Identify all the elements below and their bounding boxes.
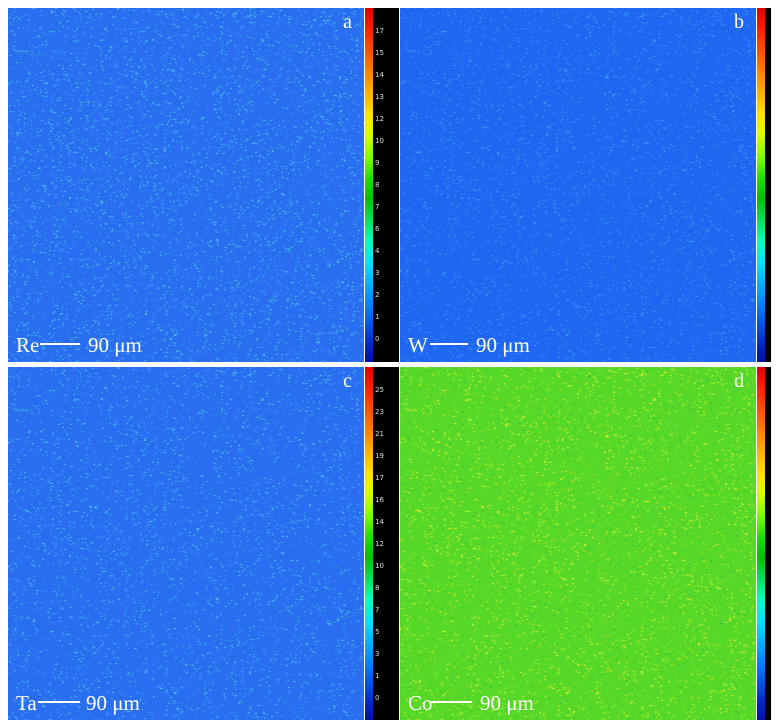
scale-tick: 4 <box>375 247 380 255</box>
map-panel-re: a Re 90 μm <box>8 8 364 362</box>
color-scale-ticks: 17 15 14 13 12 10 9 8 7 6 4 3 2 1 0 <box>375 8 399 362</box>
scale-label: 90 μm <box>480 691 534 715</box>
scale-bar <box>430 343 468 345</box>
scale-tick: 2 <box>375 291 380 299</box>
scale-tick: 12 <box>375 115 384 123</box>
scale-tick: 15 <box>375 49 384 57</box>
scale-bar <box>40 343 80 345</box>
re-map-image <box>8 8 364 362</box>
panel-letter: c <box>343 370 352 392</box>
scale-tick: 14 <box>375 518 384 526</box>
scale-tick: 16 <box>375 496 384 504</box>
color-scale-bar: 25 23 21 19 17 16 14 12 10 8 7 5 3 1 0 <box>365 367 399 720</box>
element-label: Co <box>408 691 433 715</box>
scale-tick: 14 <box>375 71 384 79</box>
scale-tick: 10 <box>375 137 384 145</box>
scale-tick: 8 <box>375 584 380 592</box>
co-map-image <box>400 367 756 720</box>
color-scale-stripe <box>365 8 373 362</box>
panel-letter: a <box>343 11 352 33</box>
panel-letter: b <box>734 11 744 33</box>
scale-tick: 3 <box>375 650 380 658</box>
scale-tick: 12 <box>375 540 384 548</box>
panel-letter: d <box>734 370 744 392</box>
scale-tick: 0 <box>375 694 380 702</box>
scale-tick: 7 <box>375 606 380 614</box>
scale-tick: 23 <box>375 408 384 416</box>
scale-tick: 19 <box>375 452 384 460</box>
scale-tick: 9 <box>375 159 380 167</box>
color-scale-bar: 17 15 14 13 12 10 9 8 7 6 4 3 2 1 0 <box>365 8 399 362</box>
w-map-image <box>400 8 756 362</box>
scale-bar <box>38 701 80 703</box>
scale-label: 90 μm <box>88 333 142 357</box>
color-scale-stripe <box>757 367 765 720</box>
scale-tick: 6 <box>375 225 380 233</box>
scale-tick: 25 <box>375 386 384 394</box>
scale-tick: 5 <box>375 628 380 636</box>
scale-tick: 3 <box>375 269 380 277</box>
map-panel-w: b W 90 μm <box>400 8 756 362</box>
scale-tick: 1 <box>375 313 380 321</box>
element-label: Re <box>16 333 40 357</box>
scale-tick: 0 <box>375 335 380 343</box>
color-scale-bar <box>757 367 771 720</box>
scale-tick: 17 <box>375 474 384 482</box>
scale-bar <box>430 701 472 703</box>
map-panel-co: d Co 90 μm <box>400 367 756 720</box>
scale-label: 90 μm <box>86 691 140 715</box>
element-label: W <box>408 333 428 357</box>
scale-tick: 7 <box>375 203 380 211</box>
scale-tick: 17 <box>375 27 384 35</box>
scale-tick: 8 <box>375 181 380 189</box>
scale-tick: 21 <box>375 430 384 438</box>
element-label: Ta <box>16 691 37 715</box>
color-scale-ticks: 25 23 21 19 17 16 14 12 10 8 7 5 3 1 0 <box>375 367 399 720</box>
ta-map-image <box>8 367 364 720</box>
scale-tick: 13 <box>375 93 384 101</box>
color-scale-bar <box>757 8 771 362</box>
scale-label: 90 μm <box>476 333 530 357</box>
scale-tick: 10 <box>375 562 384 570</box>
map-panel-ta: c Ta 90 μm <box>8 367 364 720</box>
scale-tick: 1 <box>375 672 380 680</box>
color-scale-stripe <box>757 8 765 362</box>
color-scale-stripe <box>365 367 373 720</box>
